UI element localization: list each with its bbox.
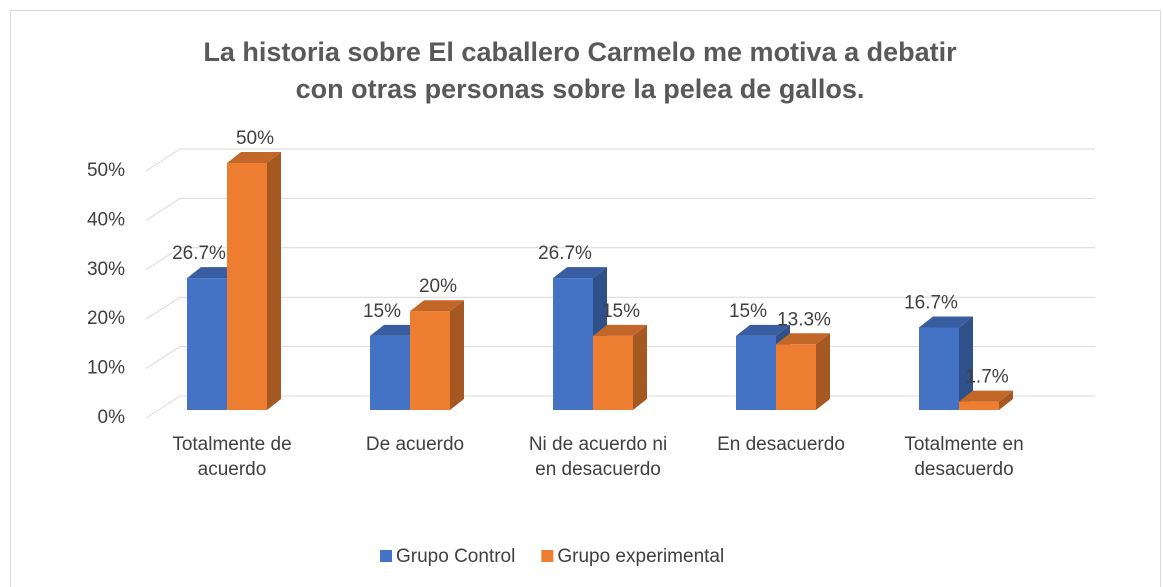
- bar-top: [593, 324, 647, 336]
- bar-top: [410, 300, 464, 312]
- legend-swatch: [541, 550, 554, 562]
- bar: [553, 278, 593, 410]
- data-label: 50%: [236, 128, 274, 149]
- bar-top: [736, 324, 790, 336]
- x-tick-label: Ni de acuerdo ni en desacuerdo: [528, 434, 668, 480]
- grid-line: [145, 296, 181, 320]
- bar: [370, 335, 410, 410]
- data-label: 15%: [363, 301, 401, 322]
- data-label: 26.7%: [538, 243, 592, 264]
- grid-line: [145, 148, 181, 172]
- x-tick-label: En desacuerdo: [717, 434, 845, 455]
- bar-side: [959, 316, 973, 410]
- bar-side: [267, 152, 281, 410]
- y-tick-label: 50%: [87, 160, 125, 181]
- y-tick-label: 20%: [87, 308, 125, 329]
- grid-line: [145, 247, 181, 271]
- chart-title: La historia sobre El caballero Carmelo m…: [203, 37, 957, 104]
- bar: [919, 327, 959, 410]
- bar: [227, 163, 267, 410]
- data-label: 13.3%: [777, 309, 831, 330]
- bar-top: [227, 152, 281, 163]
- bar: [410, 311, 450, 410]
- legend-label: Grupo Control: [396, 546, 515, 567]
- data-label: 16.7%: [904, 293, 958, 314]
- bar-top: [553, 267, 607, 279]
- bar: [187, 278, 227, 410]
- y-tick-label: 10%: [87, 358, 125, 379]
- x-tick-label: Totalmente de acuerdo: [172, 434, 292, 480]
- data-label: 15%: [602, 301, 640, 322]
- grid-line: [145, 395, 181, 419]
- bar-side: [999, 390, 1013, 410]
- bar: [959, 401, 999, 410]
- bar-top: [919, 316, 973, 328]
- x-tick-label: Totalmente en desacuerdo: [904, 434, 1024, 480]
- data-label: 1.7%: [965, 367, 1008, 388]
- bar-side: [816, 333, 830, 410]
- bar-top: [959, 390, 1013, 402]
- y-tick-label: 0%: [98, 407, 126, 428]
- bar: [736, 335, 776, 410]
- grid-line: [145, 197, 181, 221]
- data-label: 26.7%: [172, 243, 226, 264]
- legend-swatch: [380, 550, 392, 562]
- y-tick-label: 30%: [87, 259, 125, 280]
- bar-top: [776, 333, 830, 345]
- x-tick-label: De acuerdo: [365, 434, 465, 455]
- bar: [593, 335, 633, 410]
- grid-line: [145, 346, 181, 370]
- data-label: 20%: [419, 276, 457, 297]
- bar: [776, 344, 816, 410]
- y-tick-label: 40%: [87, 209, 125, 230]
- bar-side: [450, 300, 464, 410]
- bar-side: [633, 324, 647, 410]
- data-label: 15%: [729, 301, 767, 322]
- legend-label: Grupo experimental: [557, 546, 724, 567]
